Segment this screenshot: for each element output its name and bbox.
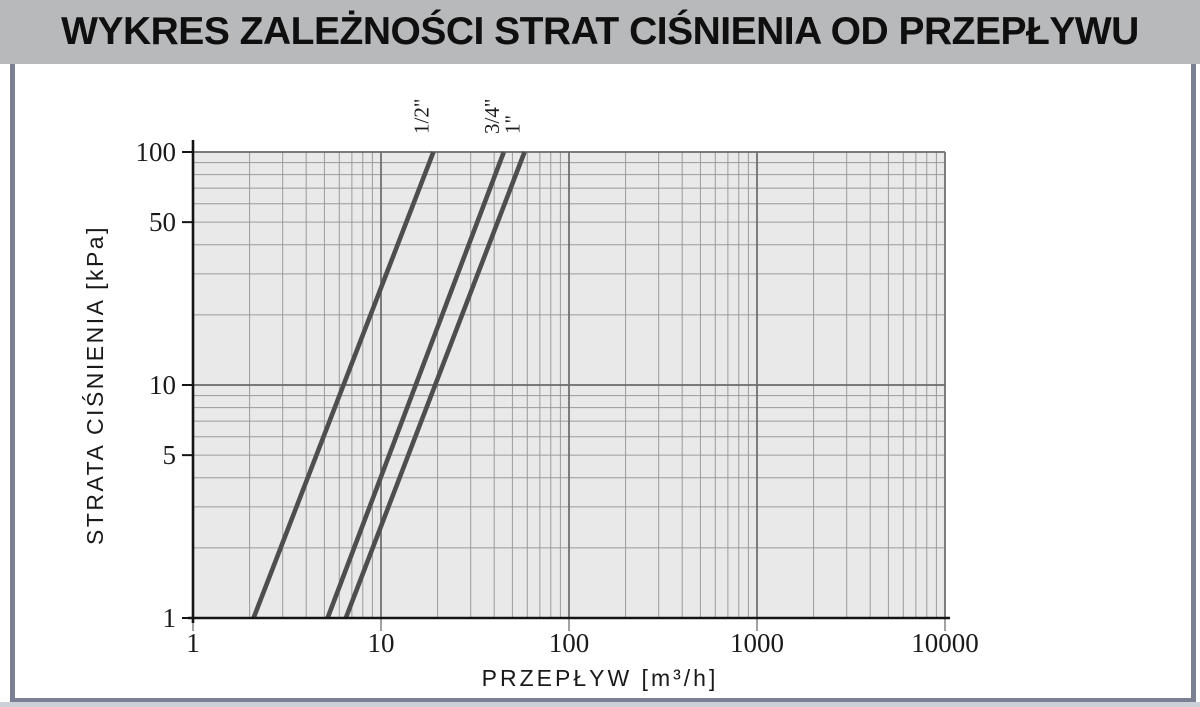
- x-tick-label: 1000: [730, 628, 784, 658]
- x-axis-title: PRZEPŁYW [m³/h]: [482, 665, 719, 691]
- y-tick-label: 50: [149, 207, 176, 237]
- series-line-1: 1/2": [251, 99, 436, 619]
- x-tick-label: 10000: [911, 628, 979, 658]
- series-label-2: 3/4": [480, 99, 504, 134]
- series-label-3: 1": [501, 115, 525, 134]
- y-axis-title: STRATA CIŚNIENIA [kPa]: [81, 225, 108, 545]
- x-axis-ticks: [192, 618, 946, 631]
- chart-title-bar: WYKRES ZALEŻNOŚCI STRAT CIŚNIENIA OD PRZ…: [0, 0, 1200, 64]
- page-title: WYKRES ZALEŻNOŚCI STRAT CIŚNIENIA OD PRZ…: [61, 10, 1139, 53]
- series-line-3: 1": [343, 115, 527, 619]
- y-tick-label: 10: [149, 370, 176, 400]
- axes: [182, 140, 950, 623]
- y-tick-label: 1: [163, 603, 177, 633]
- x-tick-label: 1: [186, 628, 200, 658]
- y-tick-label: 100: [136, 137, 177, 167]
- series-label-1: 1/2": [409, 99, 433, 134]
- y-tick-labels: 1 5 10 50 100: [136, 137, 177, 633]
- x-tick-label: 10: [368, 628, 395, 658]
- x-tick-labels: 1 10 100 1000 10000: [186, 628, 979, 658]
- bottom-edge-strip: [0, 702, 1200, 707]
- y-tick-label: 5: [163, 440, 177, 470]
- x-tick-label: 100: [549, 628, 590, 658]
- series-line-2: 3/4": [325, 99, 506, 619]
